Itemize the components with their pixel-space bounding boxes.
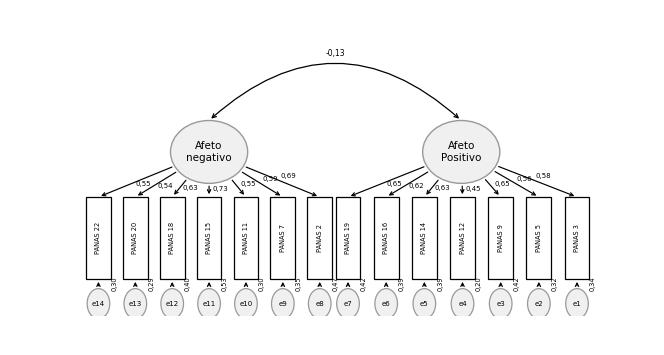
Text: PANAS 22: PANAS 22 [96,222,102,254]
Ellipse shape [124,289,147,319]
FancyBboxPatch shape [450,197,475,279]
Text: 0,42: 0,42 [513,277,519,291]
Ellipse shape [452,289,474,319]
Text: e7: e7 [344,301,353,307]
Text: 0,65: 0,65 [386,181,402,187]
Text: -0,13: -0,13 [325,49,345,59]
Text: 0,55: 0,55 [136,181,151,187]
Text: 0,30: 0,30 [112,277,118,291]
Ellipse shape [337,289,359,319]
FancyBboxPatch shape [160,197,185,279]
Text: PANAS 5: PANAS 5 [536,224,542,252]
Text: e5: e5 [420,301,429,307]
FancyBboxPatch shape [564,197,590,279]
FancyBboxPatch shape [527,197,551,279]
Text: 0,40: 0,40 [185,277,191,291]
FancyBboxPatch shape [197,197,221,279]
Ellipse shape [272,289,294,319]
Text: 0,30: 0,30 [259,277,265,291]
Text: 0,56: 0,56 [517,176,532,182]
FancyBboxPatch shape [307,197,332,279]
FancyBboxPatch shape [234,197,258,279]
Text: 0,53: 0,53 [222,277,228,291]
Text: PANAS 11: PANAS 11 [243,222,249,254]
Text: 0,20: 0,20 [475,277,481,291]
Ellipse shape [308,289,331,319]
Text: 0,32: 0,32 [552,277,558,291]
FancyBboxPatch shape [86,197,111,279]
Text: 0,73: 0,73 [212,186,228,192]
Text: PANAS 12: PANAS 12 [459,222,465,254]
Text: e3: e3 [496,301,505,307]
Text: Afeto
negativo: Afeto negativo [187,141,232,163]
Text: PANAS 15: PANAS 15 [206,222,212,254]
Text: e13: e13 [129,301,142,307]
Ellipse shape [234,289,257,319]
FancyBboxPatch shape [123,197,147,279]
FancyArrowPatch shape [212,63,458,118]
Text: e2: e2 [535,301,543,307]
FancyBboxPatch shape [488,197,513,279]
Text: 0,39: 0,39 [399,277,405,291]
Text: 0,63: 0,63 [182,185,198,191]
Ellipse shape [87,289,110,319]
Text: 0,54: 0,54 [157,183,173,189]
Text: 0,35: 0,35 [295,277,301,291]
Text: PANAS 18: PANAS 18 [169,222,175,254]
FancyBboxPatch shape [336,197,361,279]
Text: 0,62: 0,62 [409,183,424,189]
Ellipse shape [413,289,436,319]
Text: 0,45: 0,45 [465,186,481,192]
Ellipse shape [422,120,500,184]
Text: 0,39: 0,39 [437,277,443,291]
Text: e10: e10 [239,301,252,307]
Text: e6: e6 [382,301,390,307]
Text: e8: e8 [315,301,324,307]
Text: 0,63: 0,63 [434,185,450,191]
Ellipse shape [161,289,183,319]
FancyBboxPatch shape [412,197,437,279]
Ellipse shape [489,289,512,319]
Text: 0,58: 0,58 [536,173,551,179]
Text: e9: e9 [278,301,288,307]
Text: 0,69: 0,69 [281,173,297,179]
Text: 0,42: 0,42 [361,277,367,291]
Text: 0,34: 0,34 [590,277,596,291]
Text: PANAS 3: PANAS 3 [574,224,580,252]
Text: e12: e12 [165,301,179,307]
Text: PANAS 20: PANAS 20 [132,222,138,254]
Text: 0,59: 0,59 [262,176,278,182]
Ellipse shape [171,120,248,184]
Text: e14: e14 [92,301,105,307]
Text: PANAS 2: PANAS 2 [317,224,323,252]
FancyBboxPatch shape [270,197,295,279]
Text: PANAS 16: PANAS 16 [383,222,389,254]
Ellipse shape [375,289,398,319]
Text: e4: e4 [458,301,467,307]
Text: PANAS 19: PANAS 19 [345,222,351,254]
FancyBboxPatch shape [374,197,398,279]
Text: 0,29: 0,29 [148,277,154,291]
Text: 0,65: 0,65 [494,181,510,187]
Text: 0,47: 0,47 [333,277,339,291]
Text: 0,55: 0,55 [240,181,256,187]
Ellipse shape [527,289,550,319]
Text: PANAS 7: PANAS 7 [280,224,286,252]
Ellipse shape [198,289,220,319]
Text: PANAS 14: PANAS 14 [422,222,428,254]
Text: PANAS 9: PANAS 9 [498,224,504,252]
Text: e11: e11 [203,301,216,307]
Ellipse shape [566,289,588,319]
Text: Afeto
Positivo: Afeto Positivo [441,141,481,163]
Text: e1: e1 [572,301,582,307]
